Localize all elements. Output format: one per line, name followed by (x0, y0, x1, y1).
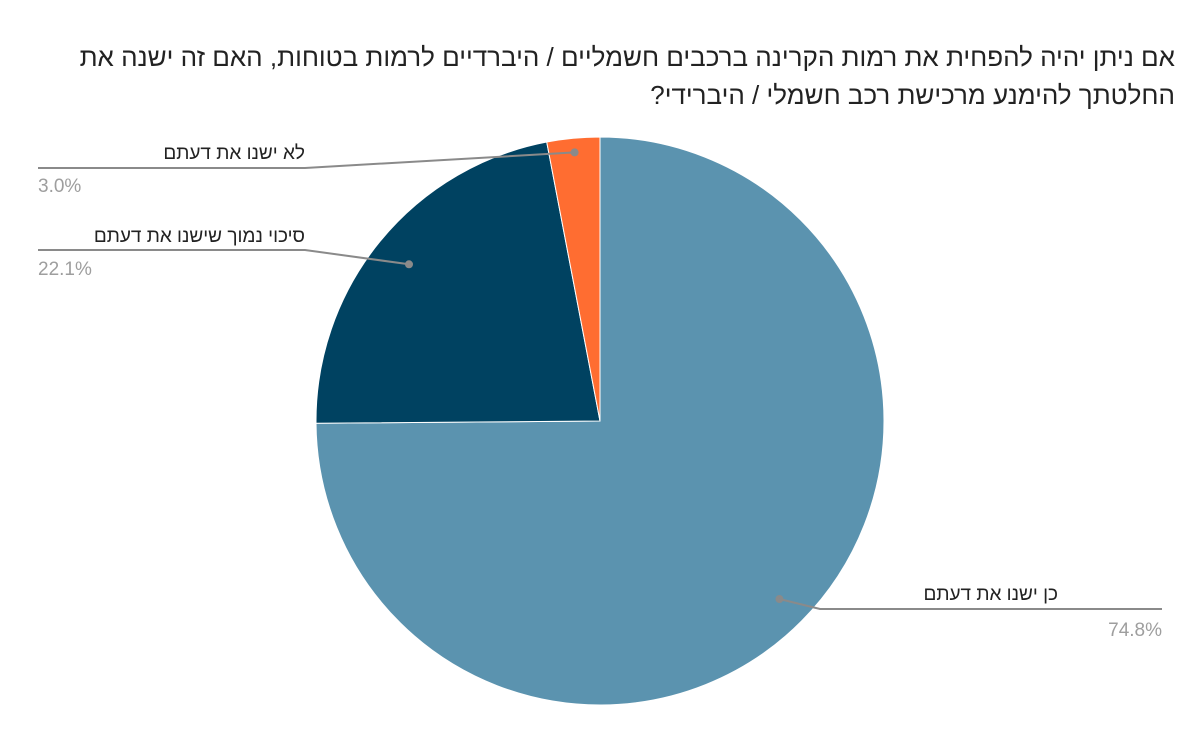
pie-slices (315, 136, 885, 706)
slice-label-0: כן ישנו את דעתם (923, 584, 1058, 605)
slice-label-2: לא ישנו את דעתם (163, 143, 305, 164)
slice-label-1: סיכוי נמוך שישנו את דעתם (94, 226, 305, 247)
pie-slice-2 (546, 136, 601, 422)
slice-labels: כן ישנו את דעתם 74.8% סיכוי נמוך שישנו את … (38, 143, 1162, 641)
leader-line-2 (38, 151, 575, 169)
slice-percent-1: 22.1% (38, 259, 92, 280)
leader-line-0 (779, 598, 1162, 610)
chart-title: אם ניתן יהיה להפחית את רמות הקרינה ברכבי… (79, 42, 1175, 110)
pie-slice-1 (315, 141, 601, 424)
slice-percent-2: 3.0% (38, 176, 81, 197)
slice-percent-0: 74.8% (1108, 620, 1162, 641)
leader-line-1 (38, 249, 410, 266)
